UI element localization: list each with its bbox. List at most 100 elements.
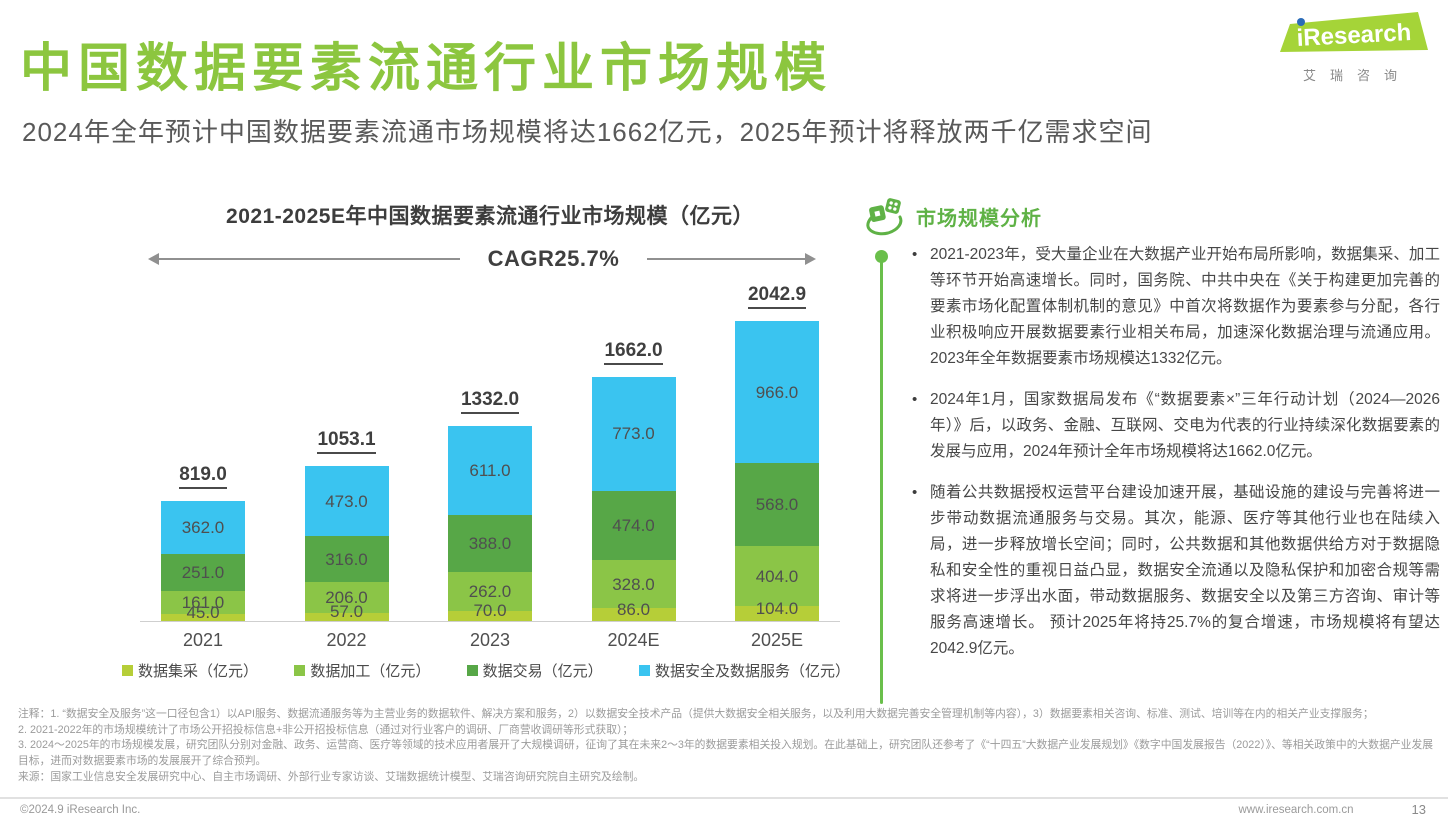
bar-segment: 251.0 xyxy=(161,553,245,591)
legend-label: 数据加工（亿元） xyxy=(310,663,431,680)
analysis-header: 市场规模分析 xyxy=(862,196,1042,236)
bar-value-label: 262.0 xyxy=(468,581,512,601)
iresearch-logo: iResearch 艾瑞咨询 xyxy=(1270,10,1430,84)
page-subtitle: 2024年全年预计中国数据要素流通市场规模将达1662亿元，2025年预计将释放… xyxy=(22,117,1153,147)
bar-column: 1053.1 473.0 316.0 206.0 57.0 xyxy=(302,429,392,621)
cagr-annotation: CAGR25.7% xyxy=(148,246,816,272)
legend-swatch-icon xyxy=(122,665,133,676)
copyright-text: ©2024.9 iResearch Inc. xyxy=(20,803,141,816)
bar-segment: 57.0 xyxy=(304,603,389,621)
bar-segment: 474.0 xyxy=(591,490,676,561)
legend-label: 数据交易（亿元） xyxy=(482,663,603,680)
bar-total-label: 1662.0 xyxy=(604,340,663,366)
bar-segment: 568.0 xyxy=(735,463,819,547)
bar-value-label: 316.0 xyxy=(325,549,368,569)
bar-segment: 966.0 xyxy=(735,321,819,464)
website-text: www.iresearch.com.cn xyxy=(1238,803,1354,816)
page-number: 13 xyxy=(1411,802,1426,817)
legend-label: 数据集采（亿元） xyxy=(138,663,259,680)
legend-item: 数据安全及数据服务（亿元） xyxy=(638,660,850,681)
bar-value-label: 611.0 xyxy=(469,460,511,480)
analysis-bullet: 随着公共数据授权运营平台建设加速开展，基础设施的建设与完善将进一步带动数据流通服… xyxy=(908,480,1440,662)
legend-item: 数据加工（亿元） xyxy=(294,660,430,681)
bar-stack: 966.0 568.0 404.0 104.0 xyxy=(735,321,819,621)
legend-item: 数据集采（亿元） xyxy=(122,660,258,681)
bar-segment: 104.0 xyxy=(735,600,819,621)
footer: ©2024.9 iResearch Inc. www.iresearch.com… xyxy=(0,802,1448,817)
bar-segment: 70.0 xyxy=(448,602,532,621)
bar-segment: 473.0 xyxy=(304,466,389,536)
bar-total-label: 1053.1 xyxy=(317,429,376,455)
source-line: 来源：国家工业信息安全发展研究中心、自主市场调研、外部行业专家访谈、艾瑞数据统计… xyxy=(18,770,645,783)
bar-value-label: 388.0 xyxy=(468,534,512,554)
axis-label: 2023 xyxy=(469,630,511,650)
bar-value-label: 473.0 xyxy=(325,491,368,511)
iresearch-logo-icon: iResearch xyxy=(1280,12,1428,52)
stacked-bar-chart: 819.0 362.0 251.0 161.0 45.0 1053.1 473.0 316.0… xyxy=(140,280,840,622)
footnotes: 注释：1. “数据安全及服务”这一口径包含1）以API服务、数据流通服务等为主营… xyxy=(18,707,1438,785)
bar-stack: 773.0 474.0 328.0 86.0 xyxy=(591,377,676,621)
bar-total-label: 819.0 xyxy=(179,464,227,489)
bar-total-label: 2042.9 xyxy=(747,284,807,310)
bar-value-label: 45.0 xyxy=(186,603,220,623)
svg-text:iResearch: iResearch xyxy=(1296,19,1412,52)
footnote-line: 2. 2021-2022年的市场规模统计了市场公开招投标信息+非公开招投标信息（… xyxy=(18,723,634,736)
footnote-line: 注释：1. “数据安全及服务”这一口径包含1）以API服务、数据流通服务等为主营… xyxy=(18,708,1374,720)
bar-value-label: 104.0 xyxy=(755,598,799,618)
arrow-left-icon xyxy=(148,253,460,265)
bar-value-label: 57.0 xyxy=(329,602,364,622)
bar-segment: 362.0 xyxy=(161,500,245,554)
bar-segment: 773.0 xyxy=(591,377,676,491)
bar-value-label: 966.0 xyxy=(755,382,799,402)
bar-value-label: 474.0 xyxy=(612,515,655,535)
bar-total-label: 1332.0 xyxy=(460,389,520,414)
x-axis: 2021 2022 2023 2024E 2025E xyxy=(140,630,840,651)
bar-column: 819.0 362.0 251.0 161.0 45.0 xyxy=(158,464,248,621)
bar-stack: 611.0 388.0 262.0 70.0 xyxy=(448,425,532,621)
bar-segment: 316.0 xyxy=(304,535,389,583)
bar-value-label: 70.0 xyxy=(473,601,507,621)
page-title: 中国数据要素流通行业市场规模 xyxy=(20,40,833,98)
bar-segment: 388.0 xyxy=(448,515,532,573)
legend-swatch-icon xyxy=(466,665,478,676)
bar-value-label: 328.0 xyxy=(612,574,655,594)
bar-segment: 45.0 xyxy=(161,604,245,621)
bar-value-label: 206.0 xyxy=(325,587,368,607)
chart-title: 2021-2025E年中国数据要素流通行业市场规模（亿元） xyxy=(226,205,754,228)
axis-label: 2025E xyxy=(750,630,804,650)
bar-segment: 328.0 xyxy=(591,560,676,609)
axis-label: 2022 xyxy=(326,630,367,650)
arrow-right-icon xyxy=(647,253,816,265)
bar-stack: 362.0 251.0 161.0 45.0 xyxy=(161,500,245,621)
bar-value-label: 568.0 xyxy=(755,495,799,515)
iresearch-logo-cn: 艾瑞咨询 xyxy=(1302,68,1411,83)
bar-value-label: 773.0 xyxy=(612,424,655,444)
bar-value-label: 86.0 xyxy=(616,600,651,620)
bar-value-label: 251.0 xyxy=(181,562,225,582)
axis-label: 2021 xyxy=(182,630,224,650)
bar-segment: 611.0 xyxy=(448,425,532,516)
bar-segment: 206.0 xyxy=(304,582,389,613)
analysis-heading: 市场规模分析 xyxy=(916,207,1042,230)
bar-column: 1332.0 611.0 388.0 262.0 70.0 xyxy=(445,389,535,621)
legend-item: 数据交易（亿元） xyxy=(466,660,603,681)
footer-divider xyxy=(0,797,1448,799)
bar-column: 2042.9 966.0 568.0 404.0 104.0 xyxy=(732,284,822,621)
bar-segment: 161.0 xyxy=(161,590,245,615)
dice-analysis-icon xyxy=(866,198,903,236)
bar-value-label: 161.0 xyxy=(181,593,225,613)
bar-segment: 86.0 xyxy=(591,601,676,621)
bar-segment: 404.0 xyxy=(735,546,819,606)
legend-swatch-icon xyxy=(294,665,306,676)
axis-label: 2024E xyxy=(607,630,660,650)
bar-value-label: 362.0 xyxy=(181,517,225,537)
bar-segment: 262.0 xyxy=(448,572,532,611)
bar-stack: 473.0 316.0 206.0 57.0 xyxy=(304,466,389,621)
analysis-bullet: 2024年1月，国家数据局发布《“数据要素×”三年行动计划（2024—2026年… xyxy=(908,387,1440,465)
analysis-bullet-list: 2021-2023年，受大量企业在大数据产业开始布局所影响，数据集采、加工等环节… xyxy=(908,242,1440,677)
legend-swatch-icon xyxy=(638,665,650,676)
bar-value-label: 404.0 xyxy=(755,566,799,586)
analysis-bullet: 2021-2023年，受大量企业在大数据产业开始布局所影响，数据集采、加工等环节… xyxy=(908,242,1440,372)
bar-column: 1662.0 773.0 474.0 328.0 86.0 xyxy=(589,340,679,621)
chart-legend: 数据集采（亿元） 数据加工（亿元） 数据交易（亿元） 数据安全及数据服务（亿元） xyxy=(122,660,850,681)
